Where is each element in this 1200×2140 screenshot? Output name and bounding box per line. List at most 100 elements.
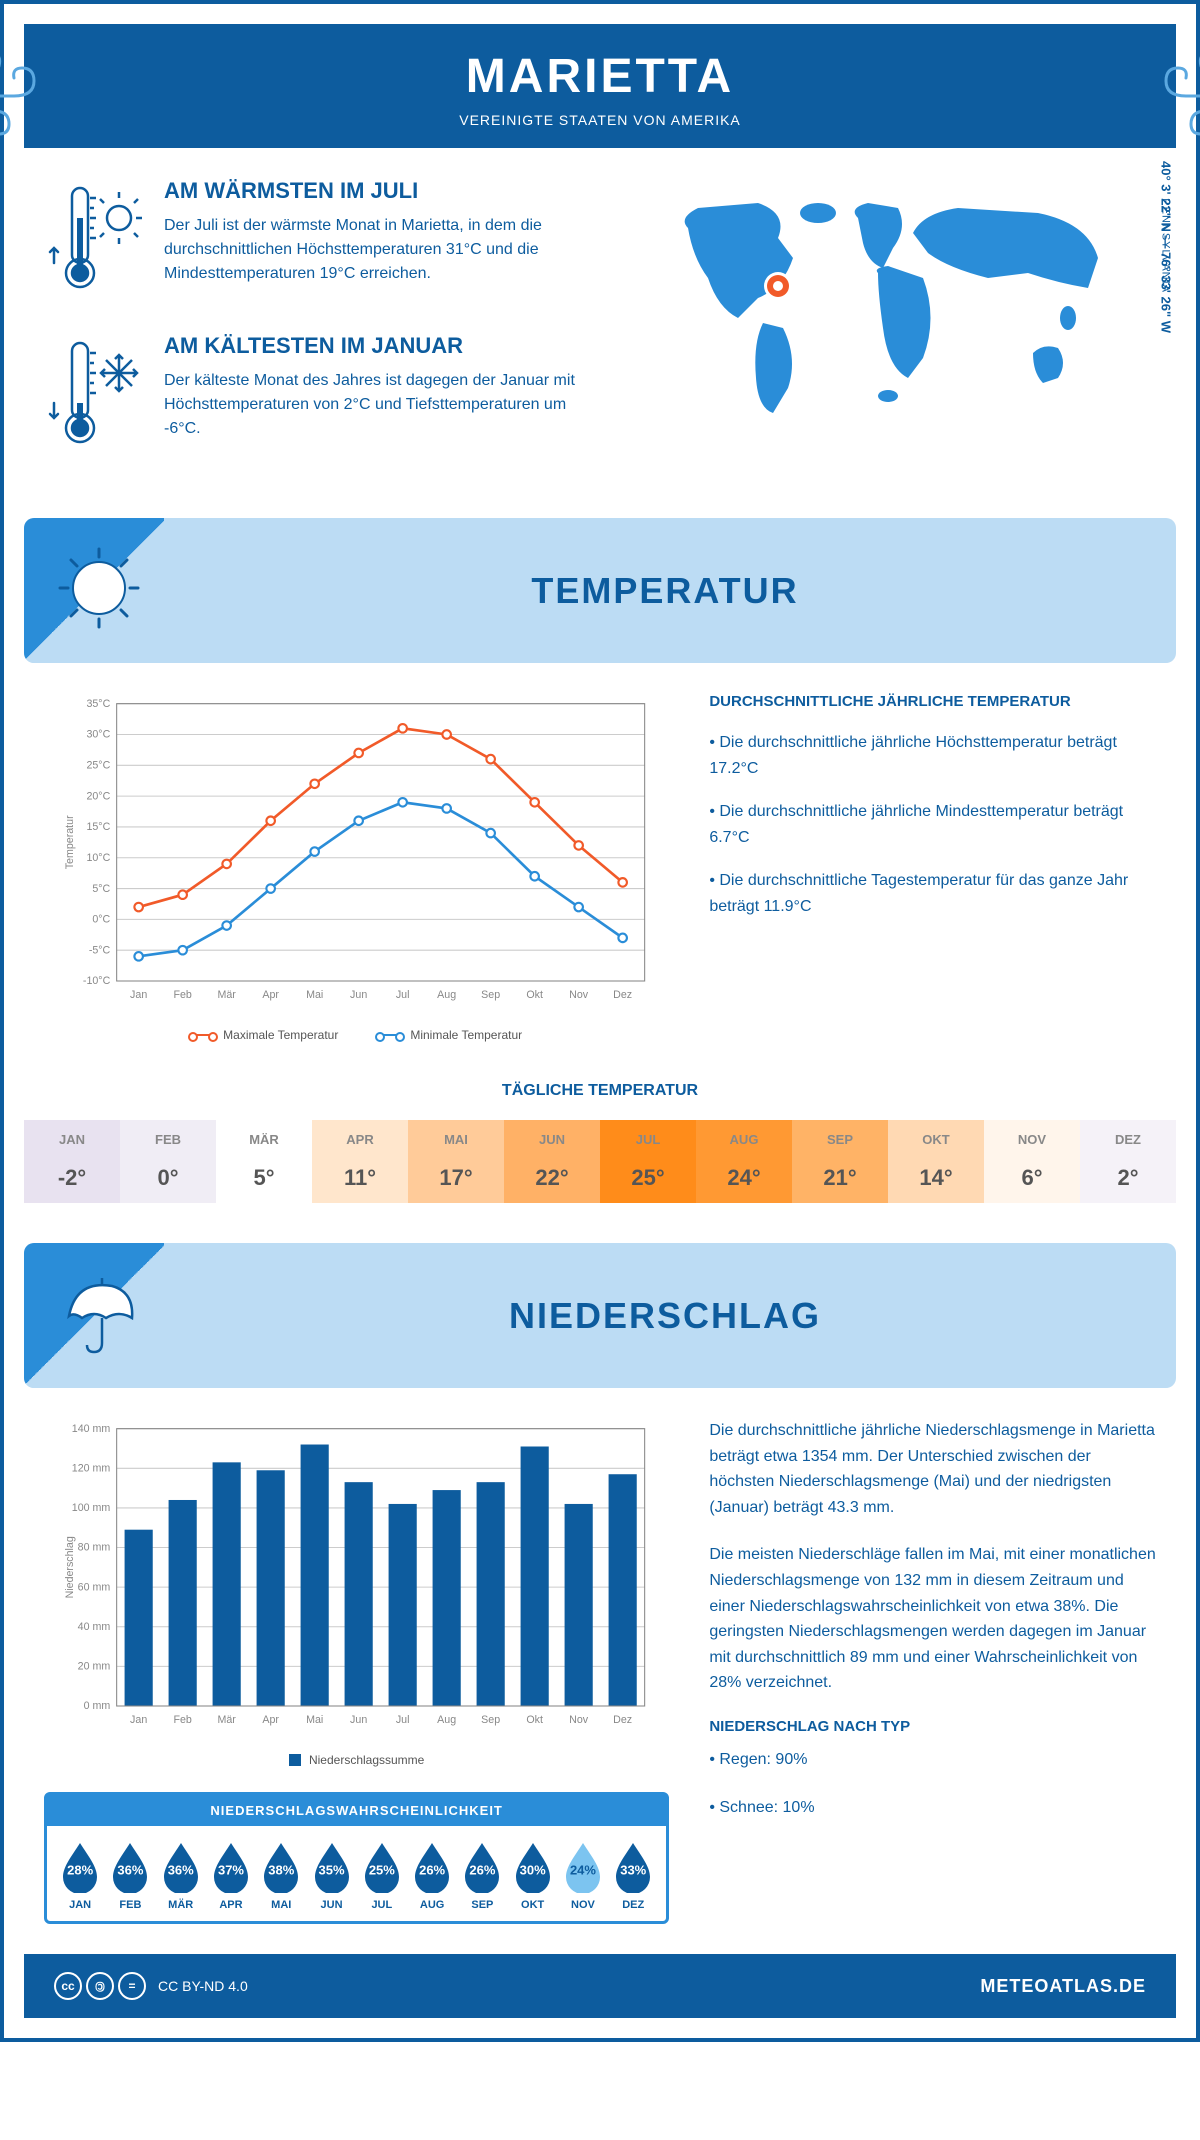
- prob-cell: 38% MAI: [256, 1841, 306, 1911]
- cc-icons: cc 🄯 =: [54, 1972, 146, 2000]
- svg-text:Mär: Mär: [217, 989, 236, 1001]
- svg-text:Jun: Jun: [350, 989, 367, 1001]
- daily-cell: MÄR5°: [216, 1120, 312, 1203]
- daily-cell: NOV6°: [984, 1120, 1080, 1203]
- world-map: [620, 178, 1156, 438]
- svg-text:80 mm: 80 mm: [78, 1542, 111, 1554]
- coldest-block: AM KÄLTESTEN IM JANUAR Der kälteste Mona…: [44, 333, 580, 458]
- prob-cell: 25% JUL: [357, 1841, 407, 1911]
- prob-cell: 36% MÄR: [156, 1841, 206, 1911]
- svg-text:20 mm: 20 mm: [78, 1661, 111, 1673]
- svg-text:5°C: 5°C: [92, 883, 110, 895]
- daily-cell: AUG24°: [696, 1120, 792, 1203]
- header: MARIETTA VEREINIGTE STAATEN VON AMERIKA: [24, 24, 1176, 148]
- svg-text:15°C: 15°C: [86, 821, 110, 833]
- section-title-precipitation: NIEDERSCHLAG: [184, 1295, 1146, 1337]
- daily-cell: FEB0°: [120, 1120, 216, 1203]
- prob-cell: 26% SEP: [457, 1841, 507, 1911]
- precip-probability-box: NIEDERSCHLAGSWAHRSCHEINLICHKEIT 28% JAN …: [44, 1792, 669, 1924]
- svg-text:Sep: Sep: [481, 989, 500, 1001]
- svg-text:Jun: Jun: [350, 1714, 367, 1726]
- svg-text:Jul: Jul: [396, 989, 410, 1001]
- coldest-title: AM KÄLTESTEN IM JANUAR: [164, 333, 580, 359]
- svg-text:Sep: Sep: [481, 1714, 500, 1726]
- daily-cell: JAN-2°: [24, 1120, 120, 1203]
- precip-legend: Niederschlagssumme: [44, 1753, 669, 1767]
- precip-text-2: Die meisten Niederschläge fallen im Mai,…: [709, 1542, 1156, 1696]
- intro-row: AM WÄRMSTEN IM JULI Der Juli ist der wär…: [24, 178, 1176, 488]
- precip-text-1: Die durchschnittliche jährliche Niedersc…: [709, 1418, 1156, 1520]
- daily-cell: SEP21°: [792, 1120, 888, 1203]
- svg-text:-10°C: -10°C: [83, 975, 111, 987]
- temperature-banner: TEMPERATUR: [24, 518, 1176, 663]
- country-subtitle: VEREINIGTE STAATEN VON AMERIKA: [24, 112, 1176, 128]
- prob-cell: 30% OKT: [508, 1841, 558, 1911]
- prob-cell: 26% AUG: [407, 1841, 457, 1911]
- svg-text:Feb: Feb: [173, 1714, 191, 1726]
- wind-icon: [0, 36, 74, 136]
- svg-text:100 mm: 100 mm: [72, 1502, 111, 1514]
- svg-text:40 mm: 40 mm: [78, 1621, 111, 1633]
- daily-cell: APR11°: [312, 1120, 408, 1203]
- precip-type-title: NIEDERSCHLAG NACH TYP: [709, 1718, 1156, 1735]
- svg-text:Okt: Okt: [526, 989, 543, 1001]
- svg-text:-5°C: -5°C: [89, 944, 111, 956]
- prob-cell: 28% JAN: [55, 1841, 105, 1911]
- svg-text:Jan: Jan: [130, 1714, 147, 1726]
- svg-text:Nov: Nov: [569, 1714, 589, 1726]
- svg-text:0°C: 0°C: [92, 914, 110, 926]
- section-title-temperature: TEMPERATUR: [184, 570, 1146, 612]
- svg-text:Apr: Apr: [262, 1714, 279, 1726]
- warmest-text: Der Juli ist der wärmste Monat in Mariet…: [164, 214, 580, 286]
- svg-text:35°C: 35°C: [86, 698, 110, 710]
- thermometer-hot-icon: [44, 178, 144, 298]
- license-text: CC BY-ND 4.0: [158, 1978, 248, 1994]
- daily-cell: DEZ2°: [1080, 1120, 1176, 1203]
- prob-cell: 37% APR: [206, 1841, 256, 1911]
- daily-cell: JUN22°: [504, 1120, 600, 1203]
- infographic-container: MARIETTA VEREINIGTE STAATEN VON AMERIKA: [0, 0, 1200, 2042]
- temp-bullet-1: • Die durchschnittliche jährliche Höchst…: [709, 730, 1156, 781]
- svg-text:Nov: Nov: [569, 989, 589, 1001]
- wind-icon: [1126, 36, 1200, 136]
- svg-text:Mai: Mai: [306, 1714, 323, 1726]
- daily-temp-title: TÄGLICHE TEMPERATUR: [24, 1082, 1176, 1100]
- prob-title: NIEDERSCHLAGSWAHRSCHEINLICHKEIT: [47, 1795, 666, 1826]
- prob-cell: 36% FEB: [105, 1841, 155, 1911]
- site-name: METEOATLAS.DE: [980, 1976, 1146, 1997]
- temp-bullet-2: • Die durchschnittliche jährliche Mindes…: [709, 799, 1156, 850]
- footer: cc 🄯 = CC BY-ND 4.0 METEOATLAS.DE: [24, 1954, 1176, 2018]
- temp-bullet-3: • Die durchschnittliche Tagestemperatur …: [709, 868, 1156, 919]
- svg-text:Jul: Jul: [396, 1714, 410, 1726]
- city-title: MARIETTA: [24, 49, 1176, 104]
- precipitation-banner: NIEDERSCHLAG: [24, 1243, 1176, 1388]
- precip-snow: • Schnee: 10%: [709, 1795, 1156, 1821]
- temperature-line-chart: -10°C-5°C0°C5°C10°C15°C20°C25°C30°C35°CJ…: [44, 693, 669, 1042]
- thermometer-cold-icon: [44, 333, 144, 453]
- svg-text:Niederschlag: Niederschlag: [64, 1536, 76, 1598]
- svg-text:Aug: Aug: [437, 1714, 456, 1726]
- svg-text:Feb: Feb: [173, 989, 191, 1001]
- warmest-title: AM WÄRMSTEN IM JULI: [164, 178, 580, 204]
- svg-text:Dez: Dez: [613, 989, 632, 1001]
- warmest-block: AM WÄRMSTEN IM JULI Der Juli ist der wär…: [44, 178, 580, 303]
- coordinates: 40° 3' 22" N — 76° 33' 26" W: [1159, 161, 1174, 333]
- svg-text:25°C: 25°C: [86, 759, 110, 771]
- svg-text:10°C: 10°C: [86, 852, 110, 864]
- precip-rain: • Regen: 90%: [709, 1747, 1156, 1773]
- svg-text:60 mm: 60 mm: [78, 1581, 111, 1593]
- svg-text:Temperatur: Temperatur: [64, 815, 76, 869]
- svg-text:Mär: Mär: [217, 1714, 236, 1726]
- daily-temp-table: JAN-2°FEB0°MÄR5°APR11°MAI17°JUN22°JUL25°…: [24, 1120, 1176, 1203]
- svg-text:140 mm: 140 mm: [72, 1423, 111, 1435]
- svg-text:Apr: Apr: [262, 989, 279, 1001]
- coldest-text: Der kälteste Monat des Jahres ist dagege…: [164, 369, 580, 441]
- svg-text:120 mm: 120 mm: [72, 1462, 111, 1474]
- svg-text:20°C: 20°C: [86, 790, 110, 802]
- temp-info-title: DURCHSCHNITTLICHE JÄHRLICHE TEMPERATUR: [709, 693, 1156, 710]
- daily-cell: MAI17°: [408, 1120, 504, 1203]
- precipitation-bar-chart: 0 mm20 mm40 mm60 mm80 mm100 mm120 mm140 …: [44, 1418, 669, 1738]
- svg-text:Aug: Aug: [437, 989, 456, 1001]
- umbrella-icon: [54, 1268, 144, 1358]
- svg-text:Jan: Jan: [130, 989, 147, 1001]
